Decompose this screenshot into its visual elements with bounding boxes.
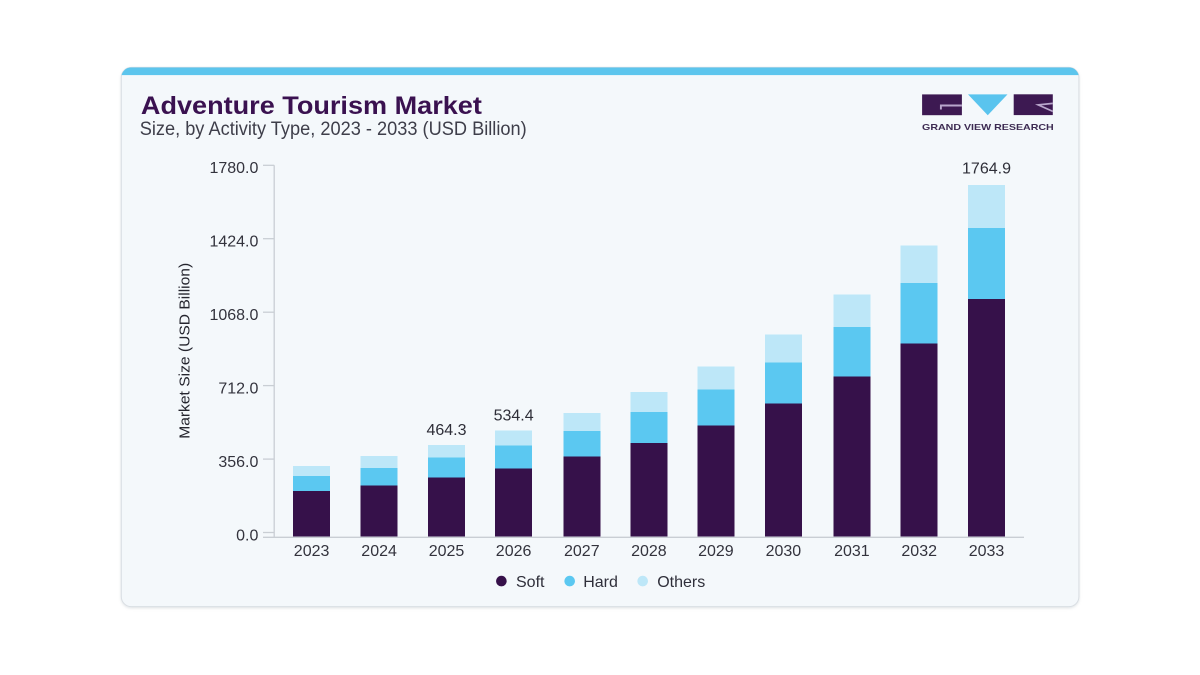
svg-text:2024: 2024 xyxy=(361,543,397,560)
svg-text:Size, by Activity Type, 2023 -: Size, by Activity Type, 2023 - 2033 (USD… xyxy=(140,119,527,140)
svg-text:1424.0: 1424.0 xyxy=(209,234,258,251)
svg-text:1764.9: 1764.9 xyxy=(962,160,1011,177)
svg-text:2026: 2026 xyxy=(496,543,532,560)
svg-text:Market Size (USD Billion): Market Size (USD Billion) xyxy=(177,263,194,439)
svg-text:712.0: 712.0 xyxy=(218,380,258,397)
svg-text:0.0: 0.0 xyxy=(236,527,258,544)
svg-text:2028: 2028 xyxy=(631,543,667,560)
svg-text:2029: 2029 xyxy=(698,543,734,560)
svg-text:356.0: 356.0 xyxy=(218,454,258,471)
svg-text:464.3: 464.3 xyxy=(426,422,466,439)
svg-text:2030: 2030 xyxy=(766,543,802,560)
svg-text:2027: 2027 xyxy=(564,543,600,560)
svg-text:2033: 2033 xyxy=(969,543,1005,560)
svg-text:2023: 2023 xyxy=(294,543,330,560)
svg-text:1780.0: 1780.0 xyxy=(209,160,258,177)
svg-text:2025: 2025 xyxy=(429,543,465,560)
svg-text:Adventure Tourism Market: Adventure Tourism Market xyxy=(141,92,483,120)
svg-text:1068.0: 1068.0 xyxy=(209,307,258,324)
svg-text:Soft: Soft xyxy=(516,574,545,591)
svg-text:2031: 2031 xyxy=(834,543,870,560)
svg-text:GRAND VIEW RESEARCH: GRAND VIEW RESEARCH xyxy=(922,123,1054,132)
svg-text:Hard: Hard xyxy=(583,574,618,591)
svg-text:2032: 2032 xyxy=(901,543,937,560)
svg-text:Others: Others xyxy=(657,574,705,591)
svg-text:534.4: 534.4 xyxy=(494,408,534,425)
